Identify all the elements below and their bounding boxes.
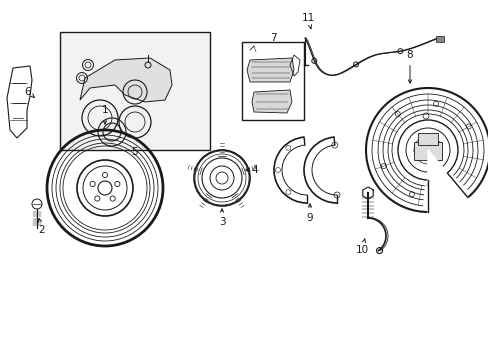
Polygon shape [80, 58, 172, 102]
Text: 4: 4 [245, 165, 258, 175]
Text: 5: 5 [131, 147, 138, 157]
Text: 3: 3 [218, 209, 225, 227]
Text: 10: 10 [355, 239, 368, 255]
Bar [60, 32, 209, 150]
Bar [242, 42, 304, 120]
Polygon shape [246, 58, 293, 82]
Text: 2: 2 [38, 219, 45, 235]
Text: 9: 9 [306, 204, 313, 223]
Wedge shape [427, 150, 470, 217]
Bar [435, 36, 443, 42]
Text: 11: 11 [301, 13, 314, 29]
Polygon shape [251, 90, 291, 113]
Text: 8: 8 [406, 50, 412, 83]
Text: 6: 6 [24, 87, 34, 98]
Bar [413, 142, 441, 160]
Bar [417, 133, 437, 145]
Text: 1: 1 [102, 105, 108, 124]
Text: 7: 7 [269, 33, 276, 43]
